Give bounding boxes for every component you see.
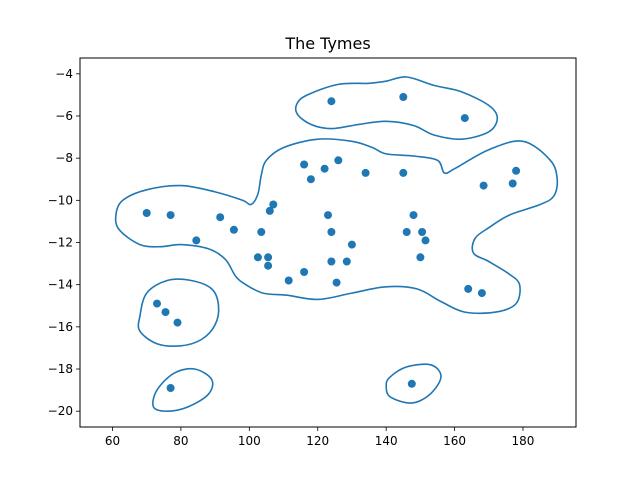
x-tick-label: 120	[306, 434, 329, 448]
data-point-23	[409, 211, 418, 220]
y-tick-label: −14	[48, 278, 73, 292]
data-point-27	[347, 240, 356, 249]
data-point-3	[460, 114, 469, 123]
scatter-points	[142, 93, 521, 392]
data-point-38	[477, 289, 486, 298]
data-point-4	[300, 160, 309, 169]
data-point-20	[257, 228, 266, 236]
y-axis: −20 −18 −16 −14 −12 −10 −8 −6 −4	[48, 67, 80, 418]
data-point-37	[464, 284, 473, 293]
y-tick-label: −10	[48, 193, 73, 207]
x-tick-label: 160	[443, 434, 466, 448]
data-point-17	[192, 236, 201, 245]
data-point-30	[264, 261, 273, 270]
y-tick-label: −18	[48, 362, 73, 376]
y-tick-label: −12	[48, 236, 73, 250]
data-point-22	[327, 228, 336, 236]
data-point-15	[216, 213, 225, 222]
data-point-31	[327, 257, 336, 266]
contour-line-3	[137, 278, 220, 347]
data-point-35	[332, 278, 341, 287]
data-point-13	[142, 209, 151, 217]
x-axis: 60 80 100 120 140 160 180	[105, 427, 535, 448]
x-tick-label: 80	[173, 434, 188, 448]
data-point-42	[166, 384, 175, 392]
contour-group	[114, 76, 559, 413]
y-tick-label: −16	[48, 320, 73, 334]
chart-title: The Tymes	[284, 34, 370, 53]
data-point-9	[399, 168, 408, 177]
contour-line-2	[114, 138, 559, 315]
data-point-11	[479, 181, 488, 190]
data-point-2	[399, 93, 408, 101]
data-point-43	[407, 379, 416, 388]
data-point-41	[173, 318, 182, 327]
contour-line-5	[385, 363, 442, 404]
data-point-40	[161, 308, 170, 317]
data-point-32	[342, 257, 351, 266]
data-point-33	[300, 268, 309, 276]
y-tick-label: −6	[55, 109, 73, 123]
y-tick-label: −20	[48, 404, 73, 418]
data-point-28	[253, 253, 262, 262]
data-point-29	[264, 253, 273, 262]
contour-line-1	[294, 76, 499, 141]
x-tick-label: 60	[105, 434, 120, 448]
data-point-34	[284, 276, 293, 285]
data-point-8	[361, 168, 370, 177]
data-point-21	[324, 211, 332, 220]
data-point-36	[416, 253, 425, 262]
contour-line-4	[152, 367, 214, 413]
data-point-6	[334, 156, 343, 165]
data-point-39	[153, 299, 161, 308]
x-tick-label: 140	[375, 434, 398, 448]
data-point-24	[402, 228, 411, 236]
data-point-26	[421, 236, 430, 245]
data-point-1	[327, 97, 336, 106]
data-point-14	[166, 211, 175, 220]
y-tick-label: −8	[55, 151, 73, 165]
data-point-19	[265, 206, 274, 215]
data-point-16	[229, 225, 238, 234]
data-point-5	[320, 164, 329, 173]
data-point-18	[269, 200, 278, 209]
data-point-25	[418, 228, 427, 236]
data-point-12	[508, 179, 517, 188]
y-tick-label: −4	[55, 67, 73, 81]
data-point-7	[306, 175, 315, 184]
data-point-10	[512, 166, 521, 175]
x-tick-label: 180	[512, 434, 535, 448]
x-tick-label: 100	[238, 434, 261, 448]
